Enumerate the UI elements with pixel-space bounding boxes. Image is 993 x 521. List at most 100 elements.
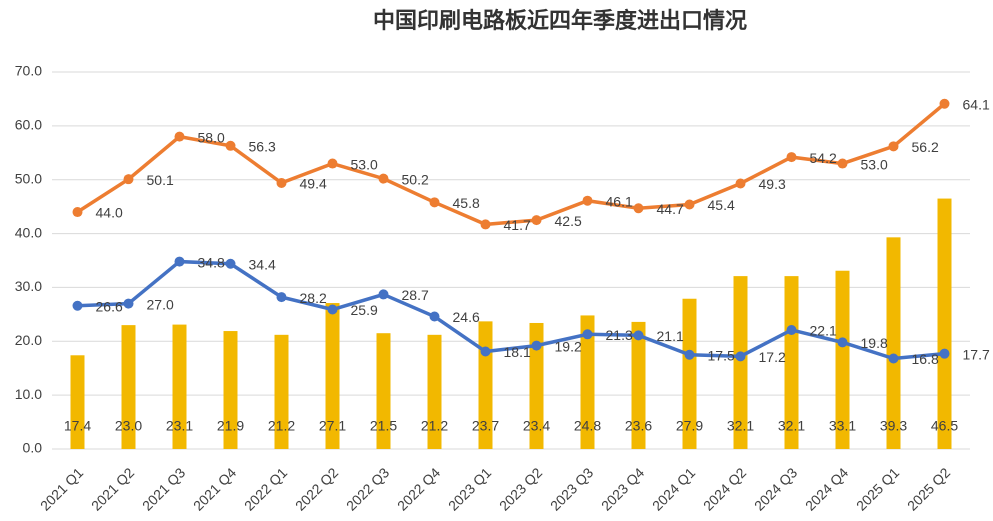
data-label: 32.1 <box>727 418 754 434</box>
bar <box>376 333 391 449</box>
marker <box>582 329 593 340</box>
marker <box>837 337 848 348</box>
marker <box>480 219 491 230</box>
y-tick-label: 50.0 <box>15 170 42 186</box>
marker <box>174 256 185 267</box>
data-label: 64.1 <box>963 96 990 112</box>
data-label: 17.4 <box>64 418 91 434</box>
y-tick-label: 60.0 <box>15 117 42 133</box>
bar <box>784 276 799 449</box>
data-label: 24.6 <box>453 309 480 325</box>
data-label: 22.1 <box>810 323 837 339</box>
marker <box>174 131 185 142</box>
bar <box>121 325 136 449</box>
data-label: 27.1 <box>319 418 346 434</box>
data-label: 19.8 <box>861 335 888 351</box>
data-label: 23.7 <box>472 418 499 434</box>
data-label: 58.0 <box>198 129 225 145</box>
data-label: 23.1 <box>166 418 193 434</box>
marker <box>837 158 848 169</box>
x-tick-label: 2023 Q3 <box>547 464 596 513</box>
data-label: 26.6 <box>96 298 123 314</box>
marker <box>735 178 746 189</box>
x-tick-label: 2023 Q2 <box>496 464 545 513</box>
data-label: 49.3 <box>759 176 786 192</box>
data-label: 27.0 <box>147 296 174 312</box>
bar <box>70 355 85 449</box>
x-tick-label: 2021 Q1 <box>37 464 86 513</box>
data-label: 17.5 <box>708 347 735 363</box>
marker <box>939 98 950 109</box>
data-label: 34.4 <box>249 256 276 272</box>
data-label: 45.4 <box>708 197 735 213</box>
data-label: 23.0 <box>115 418 142 434</box>
x-tick-label: 2023 Q4 <box>598 464 647 513</box>
data-label: 50.1 <box>147 172 174 188</box>
data-label: 45.8 <box>453 195 480 211</box>
bar <box>631 321 646 449</box>
x-tick-label: 2025 Q2 <box>904 464 953 513</box>
data-label: 53.0 <box>351 156 378 172</box>
marker <box>633 330 644 341</box>
data-label: 18.1 <box>504 344 531 360</box>
data-label: 24.8 <box>574 418 601 434</box>
marker <box>531 340 542 351</box>
data-label: 44.0 <box>96 205 123 221</box>
marker <box>684 349 695 360</box>
x-tick-label: 2022 Q1 <box>241 464 290 513</box>
data-label: 49.4 <box>300 176 327 192</box>
marker <box>276 292 287 303</box>
marker <box>939 348 950 359</box>
x-tick-label: 2022 Q2 <box>292 464 341 513</box>
data-label: 21.2 <box>421 418 448 434</box>
marker <box>888 141 899 152</box>
marker <box>378 173 389 184</box>
marker <box>786 152 797 163</box>
data-label: 50.2 <box>402 171 429 187</box>
data-label: 56.3 <box>249 138 276 154</box>
marker <box>786 324 797 335</box>
marker <box>582 195 593 206</box>
bar <box>274 334 289 449</box>
data-label: 56.2 <box>912 139 939 155</box>
x-tick-label: 2024 Q4 <box>802 464 851 513</box>
data-label: 19.2 <box>555 338 582 354</box>
bar <box>835 270 850 449</box>
bar <box>580 315 595 449</box>
data-label: 16.8 <box>912 351 939 367</box>
y-tick-label: 40.0 <box>15 224 42 240</box>
data-label: 32.1 <box>778 418 805 434</box>
marker <box>327 158 338 169</box>
data-label: 46.1 <box>606 193 633 209</box>
x-tick-label: 2024 Q2 <box>700 464 749 513</box>
data-label: 17.2 <box>759 349 786 365</box>
marker <box>72 207 83 218</box>
bar <box>937 198 952 449</box>
marker <box>72 300 83 311</box>
data-label: 21.1 <box>657 328 684 344</box>
y-tick-label: 10.0 <box>15 386 42 402</box>
data-label: 17.7 <box>963 346 990 362</box>
x-tick-label: 2022 Q3 <box>343 464 392 513</box>
data-label: 33.1 <box>829 418 856 434</box>
data-label: 34.8 <box>198 254 225 270</box>
y-tick-label: 30.0 <box>15 278 42 294</box>
marker <box>225 258 236 269</box>
bar <box>529 322 544 449</box>
marker <box>327 304 338 315</box>
y-tick-label: 70.0 <box>15 63 42 79</box>
data-label: 42.5 <box>555 213 582 229</box>
marker <box>633 203 644 214</box>
data-label: 25.9 <box>351 302 378 318</box>
data-label: 21.5 <box>370 418 397 434</box>
x-tick-label: 2024 Q1 <box>649 464 698 513</box>
data-label: 44.7 <box>657 201 684 217</box>
data-label: 21.2 <box>268 418 295 434</box>
x-tick-label: 2024 Q3 <box>751 464 800 513</box>
marker <box>888 353 899 364</box>
data-label: 46.5 <box>931 418 958 434</box>
line <box>77 259 945 361</box>
data-label: 41.7 <box>504 217 531 233</box>
data-label: 23.6 <box>625 418 652 434</box>
